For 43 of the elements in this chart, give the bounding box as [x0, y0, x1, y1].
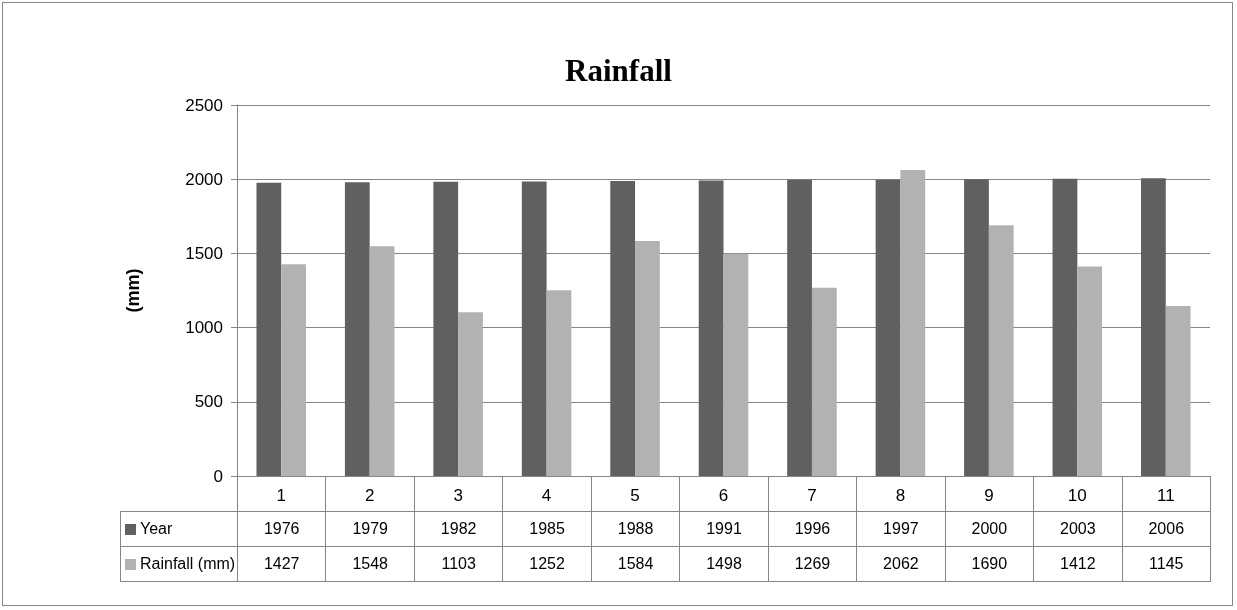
data-label: 1982	[414, 511, 503, 547]
data-label: 1252	[502, 546, 592, 582]
legend-label: Rainfall (mm)	[120, 546, 238, 582]
data-label: 1985	[502, 511, 592, 547]
y-axis-title: (mm)	[123, 268, 143, 313]
data-label: 1269	[768, 546, 857, 582]
y-tick-label: 0	[213, 466, 223, 486]
data-label: 1427	[237, 546, 326, 582]
data-label: 1996	[768, 511, 857, 547]
data-label: 2062	[856, 546, 946, 582]
data-label: 1690	[945, 546, 1034, 582]
data-label: 1498	[679, 546, 769, 582]
data-label: 1548	[325, 546, 415, 582]
data-label: 1997	[856, 511, 946, 547]
x-tick-label: 2	[364, 486, 375, 505]
y-tick-label: 500	[194, 392, 223, 412]
data-label: 1976	[237, 511, 326, 547]
data-label: 1584	[591, 546, 680, 582]
data-label: 1145	[1122, 546, 1211, 582]
data-label: 2006	[1122, 511, 1211, 547]
y-tick-label: 2500	[185, 95, 223, 115]
y-tick-label: 1000	[185, 318, 223, 338]
x-tick-label: 9	[984, 486, 994, 505]
y-tick-label: 2000	[185, 169, 223, 189]
x-tick-label: 7	[807, 486, 817, 505]
x-tick-label: 1	[276, 486, 286, 505]
x-tick-label: 6	[718, 486, 729, 505]
x-tick-label: 11	[1156, 486, 1175, 505]
data-label: 1991	[679, 511, 769, 547]
legend-label: Year	[120, 511, 238, 547]
data-label: 1412	[1033, 546, 1123, 582]
x-tick-label: 10	[1067, 486, 1087, 505]
x-tick-label: 4	[541, 486, 552, 505]
data-label: 1103	[414, 546, 503, 582]
data-label: 2000	[945, 511, 1034, 547]
data-label: 2003	[1033, 511, 1123, 547]
x-tick-label: 3	[453, 486, 463, 505]
chart-title: Rainfall	[565, 53, 673, 88]
data-label: 1979	[325, 511, 415, 547]
y-tick-label: 1500	[185, 243, 223, 263]
data-label: 1988	[591, 511, 680, 547]
x-tick-label: 8	[895, 486, 906, 505]
x-tick-label: 5	[630, 486, 640, 505]
